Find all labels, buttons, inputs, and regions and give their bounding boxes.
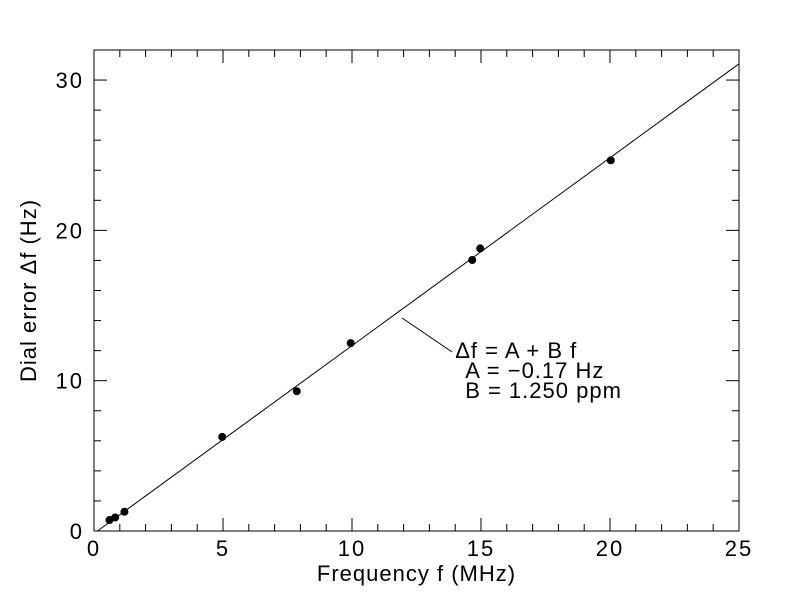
x-tick-label: 15	[467, 536, 495, 561]
x-axis-title: Frequency f (MHz)	[317, 561, 516, 586]
x-tick-label: 20	[596, 536, 624, 561]
data-point	[292, 387, 301, 396]
data-point	[111, 513, 120, 522]
data-point	[120, 507, 129, 516]
data-point	[218, 432, 227, 441]
data-point	[468, 255, 477, 264]
data-point	[606, 156, 615, 165]
annotation-leader-line	[401, 317, 453, 353]
fit-line	[97, 63, 740, 532]
fit-annotation-line: B = 1.250 ppm	[465, 378, 622, 403]
fit-annotation-line: A = −0.17 Hz	[465, 358, 604, 383]
x-tick-label: 5	[216, 536, 230, 561]
x-tick-label: 25	[725, 536, 753, 561]
fit-annotation-line: Δf = A + B f	[455, 338, 577, 363]
y-tick-label: 10	[56, 369, 84, 394]
y-tick-label: 0	[70, 519, 84, 544]
plot-frame	[93, 49, 740, 532]
y-tick-label: 30	[56, 68, 84, 93]
data-point	[476, 244, 485, 253]
x-tick-label: 0	[87, 536, 101, 561]
x-tick-label: 10	[338, 536, 366, 561]
data-point	[346, 339, 355, 348]
y-tick-label: 20	[56, 218, 84, 243]
y-axis-title: Dial error Δf (Hz)	[16, 199, 41, 382]
